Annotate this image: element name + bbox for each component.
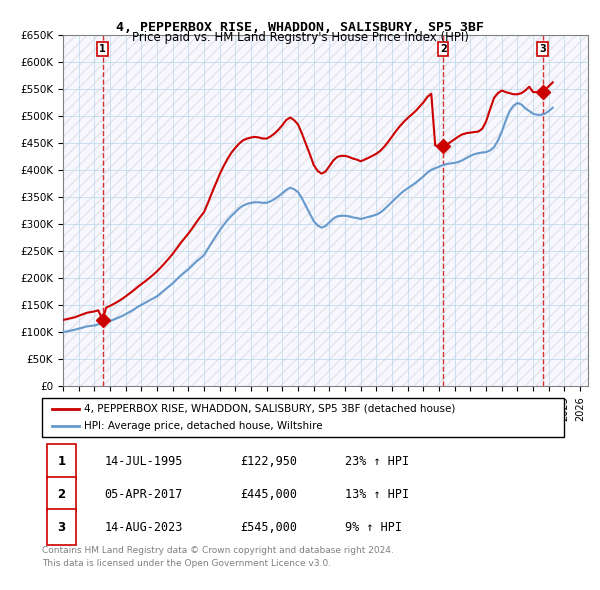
Text: 1: 1 xyxy=(100,44,106,54)
Bar xyxy=(392,35,400,386)
Bar xyxy=(267,35,275,386)
Bar xyxy=(455,35,463,386)
Text: Price paid vs. HM Land Registry's House Price Index (HPI): Price paid vs. HM Land Registry's House … xyxy=(131,31,469,44)
Bar xyxy=(290,35,298,386)
Bar xyxy=(165,35,173,386)
Bar xyxy=(204,35,212,386)
Bar xyxy=(447,35,455,386)
Text: 4, PEPPERBOX RISE, WHADDON, SALISBURY, SP5 3BF (detached house): 4, PEPPERBOX RISE, WHADDON, SALISBURY, S… xyxy=(84,404,455,414)
Bar xyxy=(275,35,283,386)
Bar xyxy=(86,35,94,386)
Bar xyxy=(259,35,267,386)
Text: 3: 3 xyxy=(539,44,546,54)
Text: 9% ↑ HPI: 9% ↑ HPI xyxy=(345,520,402,533)
Bar xyxy=(439,35,447,386)
Text: HPI: Average price, detached house, Wiltshire: HPI: Average price, detached house, Wilt… xyxy=(84,421,322,431)
Bar xyxy=(416,35,424,386)
Bar xyxy=(149,35,157,386)
Bar xyxy=(220,35,227,386)
Text: 05-APR-2017: 05-APR-2017 xyxy=(104,488,183,501)
Text: 3: 3 xyxy=(57,520,65,533)
Text: 13% ↑ HPI: 13% ↑ HPI xyxy=(345,488,409,501)
FancyBboxPatch shape xyxy=(42,398,564,437)
Bar xyxy=(251,35,259,386)
Text: 4, PEPPERBOX RISE, WHADDON, SALISBURY, SP5 3BF: 4, PEPPERBOX RISE, WHADDON, SALISBURY, S… xyxy=(116,21,484,34)
Bar xyxy=(181,35,188,386)
Text: Contains HM Land Registry data © Crown copyright and database right 2024.: Contains HM Land Registry data © Crown c… xyxy=(42,546,394,555)
FancyBboxPatch shape xyxy=(47,444,76,480)
Bar xyxy=(376,35,384,386)
Bar xyxy=(125,35,134,386)
Bar xyxy=(361,35,368,386)
Bar xyxy=(227,35,235,386)
Bar xyxy=(173,35,181,386)
Bar xyxy=(196,35,204,386)
Bar xyxy=(79,35,86,386)
Bar xyxy=(102,35,110,386)
Bar xyxy=(580,35,588,386)
Text: This data is licensed under the Open Government Licence v3.0.: This data is licensed under the Open Gov… xyxy=(42,559,331,568)
Text: £445,000: £445,000 xyxy=(241,488,298,501)
Bar xyxy=(94,35,102,386)
Bar xyxy=(353,35,361,386)
Bar xyxy=(235,35,243,386)
Bar xyxy=(400,35,408,386)
Bar xyxy=(541,35,549,386)
Text: 2: 2 xyxy=(440,44,446,54)
Bar xyxy=(212,35,220,386)
Bar xyxy=(494,35,502,386)
Bar xyxy=(478,35,486,386)
Bar xyxy=(408,35,416,386)
Bar xyxy=(517,35,526,386)
Bar xyxy=(463,35,470,386)
Bar xyxy=(486,35,494,386)
Bar xyxy=(322,35,329,386)
Bar xyxy=(565,35,572,386)
Bar xyxy=(384,35,392,386)
Bar xyxy=(424,35,431,386)
Bar xyxy=(557,35,565,386)
Bar xyxy=(526,35,533,386)
Bar xyxy=(71,35,79,386)
Bar xyxy=(157,35,165,386)
Bar xyxy=(470,35,478,386)
Bar xyxy=(118,35,125,386)
Bar xyxy=(533,35,541,386)
Bar xyxy=(337,35,345,386)
Bar xyxy=(431,35,439,386)
Bar xyxy=(314,35,322,386)
Bar xyxy=(329,35,337,386)
Bar xyxy=(549,35,557,386)
Text: 2: 2 xyxy=(57,488,65,501)
Bar xyxy=(188,35,196,386)
Bar xyxy=(142,35,149,386)
Bar xyxy=(368,35,376,386)
FancyBboxPatch shape xyxy=(47,509,76,545)
Bar xyxy=(509,35,517,386)
Bar xyxy=(63,35,71,386)
Bar xyxy=(502,35,509,386)
Text: 23% ↑ HPI: 23% ↑ HPI xyxy=(345,455,409,468)
Bar xyxy=(298,35,306,386)
Bar xyxy=(572,35,580,386)
Bar xyxy=(134,35,142,386)
FancyBboxPatch shape xyxy=(47,477,76,512)
Bar xyxy=(283,35,290,386)
Text: £545,000: £545,000 xyxy=(241,520,298,533)
Bar xyxy=(306,35,314,386)
Text: £122,950: £122,950 xyxy=(241,455,298,468)
Bar xyxy=(345,35,353,386)
Text: 14-AUG-2023: 14-AUG-2023 xyxy=(104,520,183,533)
Text: 1: 1 xyxy=(57,455,65,468)
Bar xyxy=(110,35,118,386)
Bar xyxy=(243,35,251,386)
Text: 14-JUL-1995: 14-JUL-1995 xyxy=(104,455,183,468)
